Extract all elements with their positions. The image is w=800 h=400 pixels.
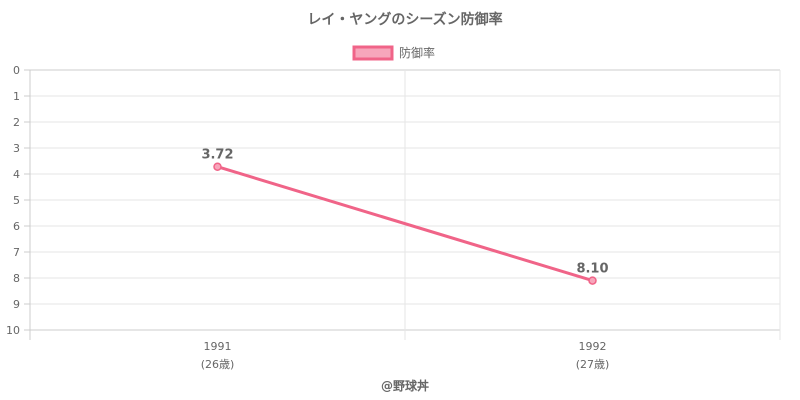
legend-swatch xyxy=(352,45,394,61)
y-tick-label: 2 xyxy=(13,116,20,129)
x-tick-sublabel: (27歳) xyxy=(576,358,610,371)
y-tick-label: 9 xyxy=(13,298,20,311)
x-tick-sublabel: (26歳) xyxy=(201,358,235,371)
y-tick-label: 5 xyxy=(13,194,20,207)
credit-text: @野球丼 xyxy=(381,378,429,393)
era-series: 3.72 8.10 xyxy=(201,148,609,285)
legend-label: 防御率 xyxy=(399,45,435,60)
x-tick-label: 1992 xyxy=(579,340,607,353)
data-label: 8.10 xyxy=(576,262,608,277)
y-tick-label: 6 xyxy=(13,220,20,233)
y-tick-label: 4 xyxy=(13,168,20,181)
chart-title: レイ・ヤングのシーズン防御率 xyxy=(307,11,502,28)
y-tick-label: 10 xyxy=(6,324,20,337)
gridlines xyxy=(24,69,781,340)
data-point[interactable] xyxy=(588,276,597,285)
series-line xyxy=(217,165,593,283)
data-point[interactable] xyxy=(213,162,222,171)
y-tick-label: 8 xyxy=(13,272,20,285)
y-tick-label: 3 xyxy=(13,142,20,155)
y-tick-label: 1 xyxy=(13,90,20,103)
legend[interactable]: 防御率 xyxy=(352,45,435,61)
y-axis-ticks: 0 1 2 3 4 5 6 7 8 9 10 xyxy=(6,64,20,337)
y-tick-label: 0 xyxy=(13,64,20,77)
x-axis-ticks: 1991 (26歳) 1992 (27歳) xyxy=(201,340,610,371)
y-tick-label: 7 xyxy=(13,246,20,259)
data-label: 3.72 xyxy=(201,148,233,163)
x-tick-label: 1991 xyxy=(204,340,232,353)
